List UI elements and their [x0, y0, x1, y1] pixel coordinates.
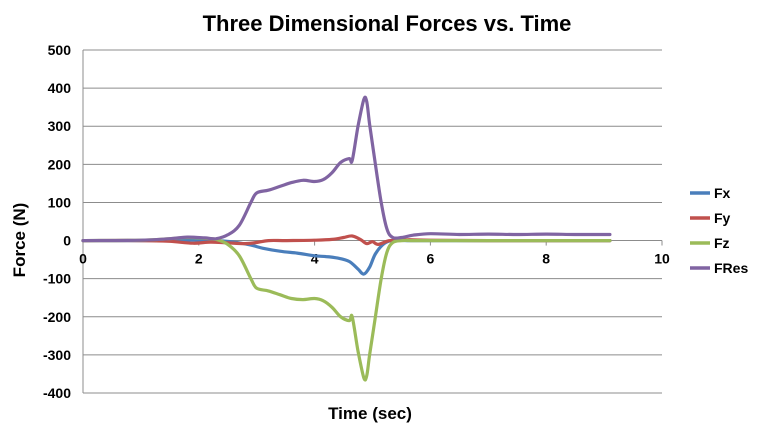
x-tick-label: 8 [542, 251, 550, 267]
y-tick-label: 300 [48, 118, 72, 134]
y-tick-label: 400 [48, 80, 72, 96]
y-tick-label: 200 [48, 156, 72, 172]
y-tick-label: -400 [43, 385, 71, 401]
y-tick-label: 0 [63, 233, 71, 249]
x-tick-label: 2 [195, 251, 203, 267]
y-tick-label: 500 [48, 42, 72, 58]
legend: Fx Fy Fz FRes [690, 185, 748, 276]
y-axis-label: Force (N) [10, 203, 29, 278]
x-tick-label: 0 [79, 251, 87, 267]
legend-label-fx: Fx [714, 185, 731, 201]
x-axis-label: Time (sec) [328, 404, 412, 423]
legend-label-fres: FRes [714, 260, 748, 276]
x-tick-label: 6 [427, 251, 435, 267]
series-lines [83, 97, 610, 380]
x-tick-label: 10 [654, 251, 670, 267]
legend-label-fz: Fz [714, 235, 730, 251]
y-axis-ticks: 500 400 300 200 100 0 -100 -200 -300 -400 [43, 42, 71, 401]
series-line-fx [83, 240, 610, 274]
y-tick-label: -200 [43, 309, 71, 325]
y-tick-label: -300 [43, 347, 71, 363]
chart-title: Three Dimensional Forces vs. Time [203, 11, 572, 36]
y-tick-label: 100 [48, 194, 72, 210]
x-tick-label: 4 [311, 251, 319, 267]
legend-label-fy: Fy [714, 210, 731, 226]
series-line-fres [83, 97, 610, 240]
y-tick-label: -100 [43, 271, 71, 287]
